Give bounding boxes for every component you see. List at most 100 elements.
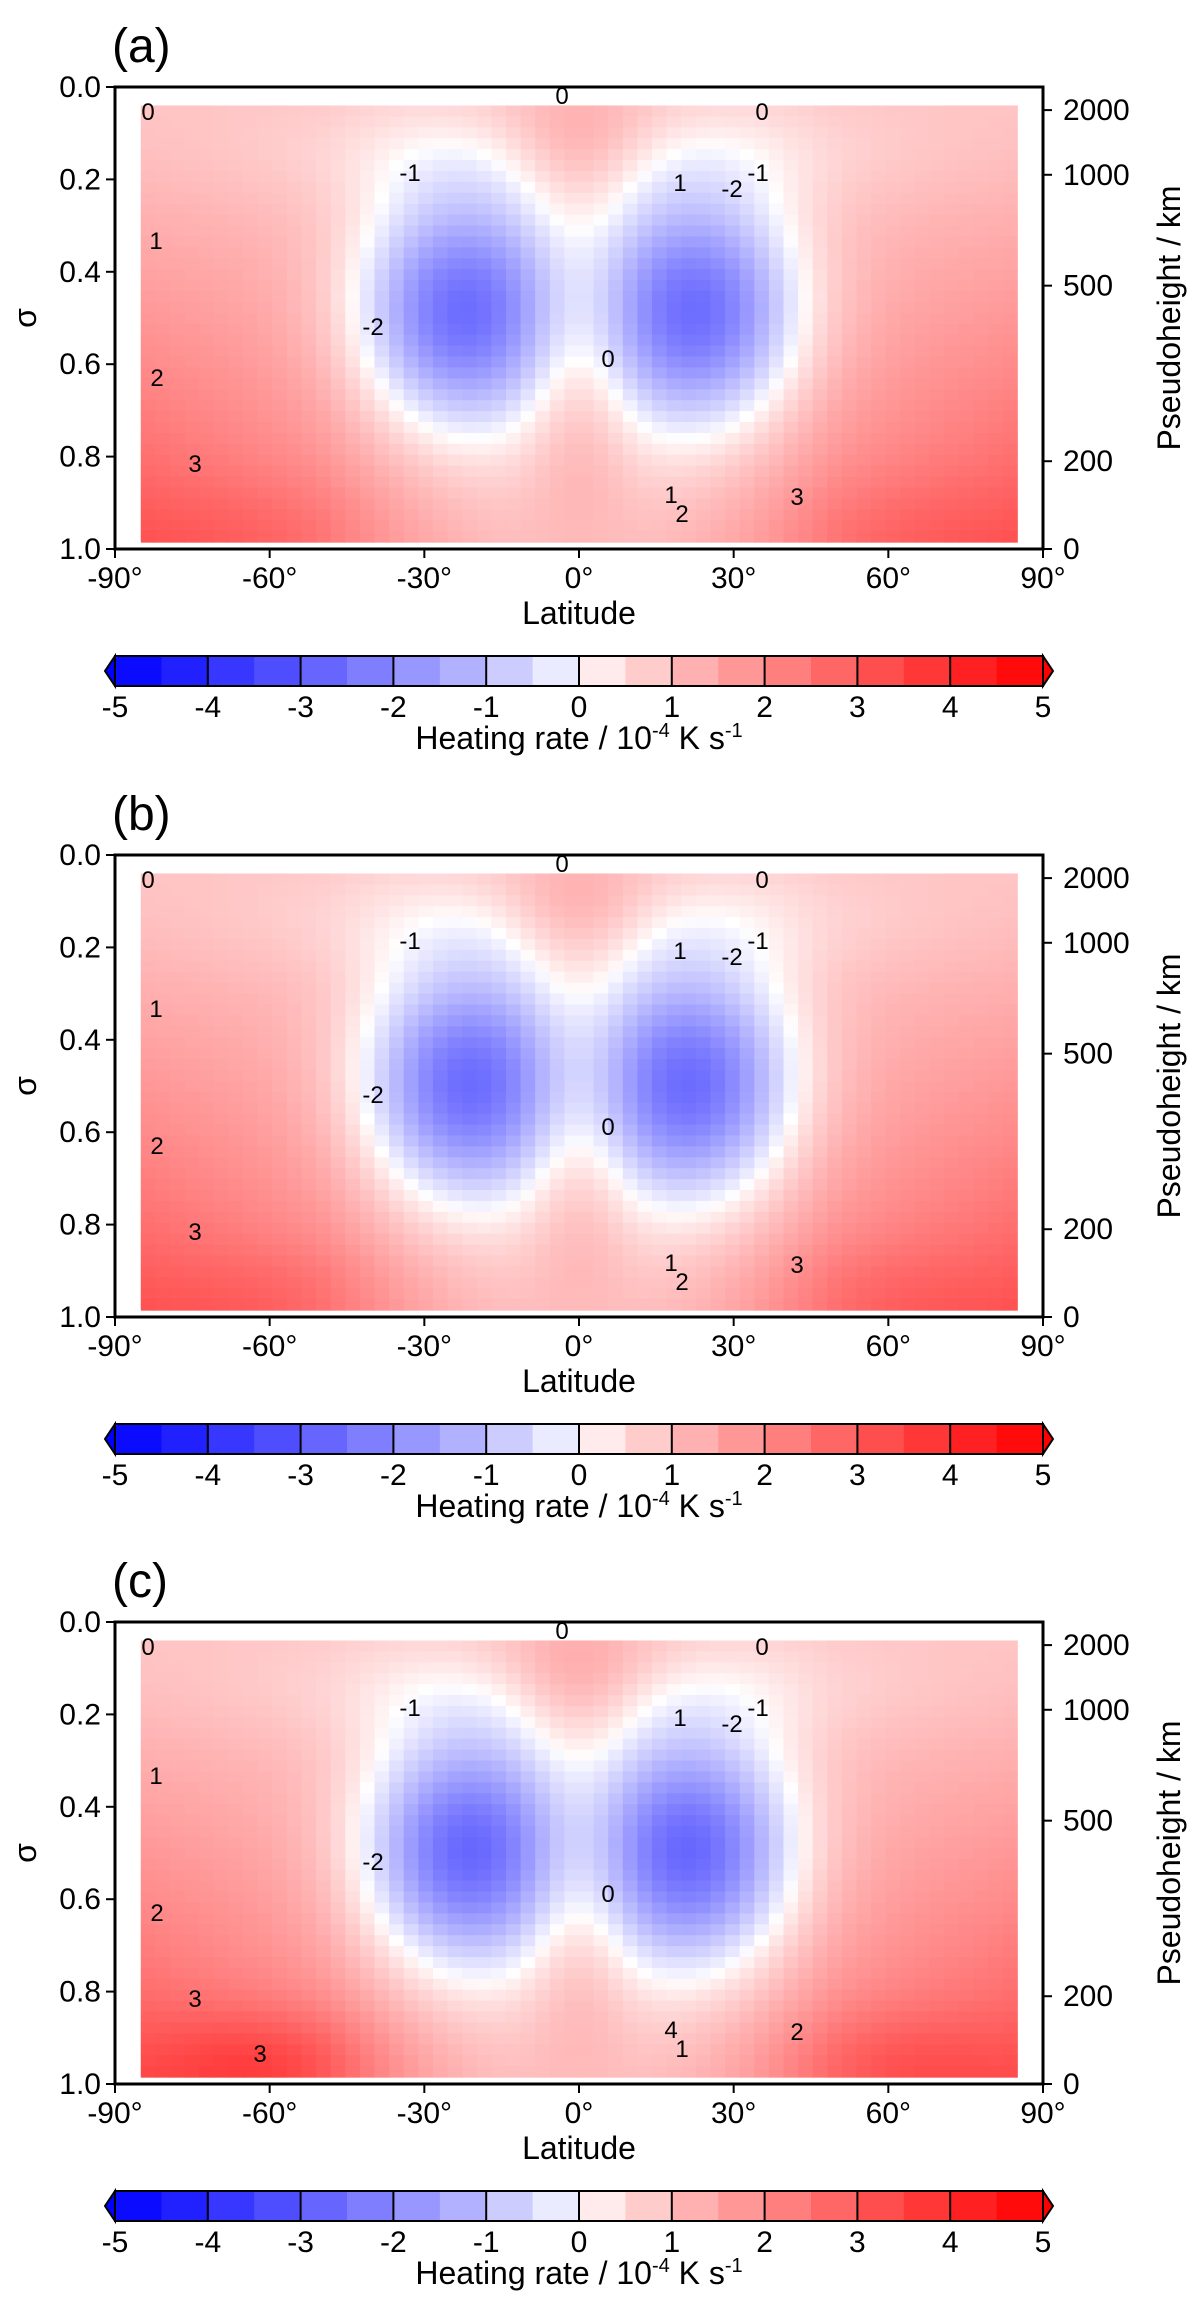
heatmap-cell [520, 1004, 536, 1016]
heatmap-cell [958, 1004, 974, 1016]
heatmap-cell [330, 356, 346, 369]
heatmap-cell [973, 895, 989, 907]
heatmap-cell [798, 1299, 814, 1311]
heatmap-cell [637, 1048, 653, 1060]
heatmap-cell [213, 960, 230, 973]
heatmap-cell [228, 236, 244, 248]
heatmap-cell [914, 906, 931, 918]
heatmap-cell [389, 411, 405, 423]
heatmap-cell [286, 1266, 303, 1278]
heatmap-cell [243, 105, 259, 117]
heatmap-cell [652, 1091, 668, 1104]
heatmap-cell [593, 1277, 609, 1289]
heatmap-cell [345, 1091, 361, 1104]
heatmap-cell [403, 323, 419, 336]
heatmap-cell [389, 982, 405, 995]
heatmap-cell [520, 906, 536, 918]
heatmap-cell [564, 1244, 580, 1257]
heatmap-cell [710, 214, 726, 227]
heatmap-cell [885, 149, 901, 161]
heatmap-cell [330, 1200, 346, 1213]
heatmap-cell [608, 1233, 624, 1246]
heatmap-cell [403, 1124, 419, 1137]
heatmap-cell [169, 1124, 186, 1137]
heatmap-cell [316, 301, 332, 314]
heatmap-cell [535, 1168, 551, 1180]
heatmap-cell [754, 258, 770, 270]
heatmap-cell [988, 1277, 1004, 1289]
heatmap-cell [652, 509, 668, 521]
heatmap-cell [973, 345, 989, 358]
heatmap-cell [988, 247, 1004, 259]
colorbar-segment [579, 656, 626, 686]
heatmap-cell [798, 1113, 814, 1126]
heatmap-cell [841, 1157, 858, 1169]
contour-label: 0 [141, 867, 154, 894]
heatmap-cell [725, 1288, 741, 1300]
heatmap-cell [418, 149, 434, 161]
heatmap-cell [768, 422, 785, 434]
heatmap-cell [754, 993, 770, 1006]
heatmap-cell [564, 334, 580, 347]
heatmap-cell [432, 247, 449, 259]
heatmap-cell [491, 203, 507, 216]
heatmap-cell [199, 192, 215, 205]
heatmap-cell [243, 454, 259, 467]
heatmap-cell [710, 1102, 726, 1115]
heatmap-cell [301, 1026, 317, 1038]
heatmap-cell [330, 928, 346, 940]
heatmap-cell [403, 334, 419, 347]
heatmap-cell [900, 498, 916, 510]
heatmap-cell [213, 1069, 230, 1082]
heatmap-cell [535, 917, 551, 929]
heatmap-cell [345, 269, 361, 281]
heatmap-cell [359, 432, 376, 445]
heatmap-cell [374, 1179, 390, 1191]
heatmap-cell [228, 949, 244, 962]
heatmap-cell [783, 1233, 799, 1246]
heatmap-cell [827, 1037, 843, 1049]
heatmap-cell [710, 982, 726, 995]
heatmap-cell [1002, 1059, 1018, 1071]
heatmap-cell [900, 1080, 916, 1093]
heatmap-cell [301, 105, 317, 117]
heatmap-cell [272, 1211, 288, 1224]
heatmap-cell [739, 1266, 755, 1278]
heatmap-cell [184, 301, 200, 314]
heatmap-cell [184, 531, 200, 543]
heatmap-cell [257, 422, 273, 434]
heatmap-cell [184, 1146, 200, 1158]
heatmap-cell [199, 1233, 215, 1246]
heatmap-cell [359, 1211, 376, 1224]
heatmap-cell [447, 432, 463, 445]
heatmap-cell [593, 982, 609, 995]
heatmap-cell [374, 1069, 390, 1082]
heatmap-cell [491, 1190, 507, 1202]
heatmap-cell [593, 356, 609, 369]
heatmap-cell [140, 1102, 156, 1115]
heatmap-cell [257, 1277, 273, 1289]
heatmap-cell [841, 1244, 858, 1257]
heatmap-cell [169, 1026, 186, 1038]
heatmap-cell [783, 312, 799, 325]
heatmap-cell [856, 1288, 872, 1300]
heatmap-cell [1002, 509, 1018, 521]
heatmap-cell [856, 138, 872, 150]
heatmap-cell [228, 1026, 244, 1038]
heatmap-cell [403, 291, 419, 303]
heatmap-cell [213, 345, 230, 358]
heatmap-cell [418, 138, 434, 150]
heatmap-cell [316, 334, 332, 347]
contour-label: 0 [601, 346, 614, 373]
heatmap-cell [681, 443, 697, 456]
heatmap-cell [754, 1037, 770, 1049]
heatmap-cell [695, 895, 712, 907]
heatmap-cell [944, 1233, 960, 1246]
heatmap-cell [520, 400, 536, 412]
heatmap-cell [973, 203, 989, 216]
heatmap-cell [768, 454, 785, 467]
heatmap-cell [520, 509, 536, 521]
heatmap-cell [783, 1015, 799, 1027]
heatmap-cell [169, 432, 186, 445]
heatmap-cell [725, 291, 741, 303]
